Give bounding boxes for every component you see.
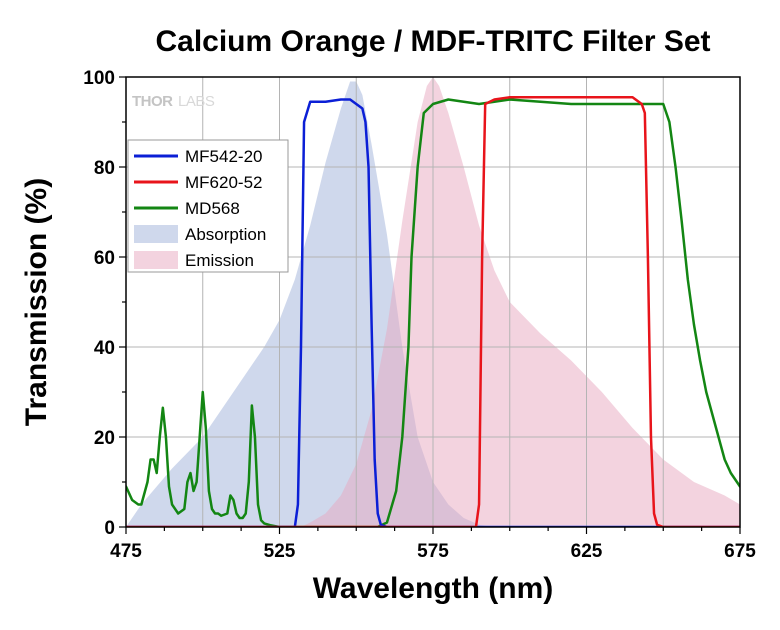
y-tick-label: 0 bbox=[104, 518, 115, 539]
legend-label: MF542-20 bbox=[185, 147, 262, 166]
legend-swatch bbox=[134, 251, 178, 269]
legend-frame bbox=[127, 139, 289, 273]
x-tick-label: 475 bbox=[110, 541, 142, 562]
watermark-thor: THOR bbox=[132, 93, 173, 110]
y-tick-label: 20 bbox=[94, 428, 115, 449]
area-emission bbox=[300, 77, 740, 527]
y-tick-label: 40 bbox=[94, 338, 115, 359]
legend-label: Absorption bbox=[185, 225, 266, 244]
watermark-labs: LABS bbox=[178, 93, 215, 110]
chart-title: Calcium Orange / MDF-TRITC Filter Set bbox=[155, 25, 710, 58]
x-tick-label: 575 bbox=[417, 541, 449, 562]
line-md568 bbox=[126, 98, 740, 527]
line-mf620-52 bbox=[126, 96, 740, 527]
x-axis-label: Wavelength (nm) bbox=[313, 572, 554, 605]
y-tick-label: 60 bbox=[94, 248, 115, 269]
y-axis-label: Transmission (%) bbox=[20, 178, 53, 426]
y-tick-label: 100 bbox=[83, 68, 115, 89]
line-mf542-20 bbox=[126, 98, 740, 527]
x-tick-label: 525 bbox=[264, 541, 296, 562]
x-tick-label: 675 bbox=[724, 541, 756, 562]
x-tick-label: 625 bbox=[571, 541, 603, 562]
legend-label: MF620-52 bbox=[185, 173, 262, 192]
legend-label: Emission bbox=[185, 251, 254, 270]
y-tick-label: 80 bbox=[94, 158, 115, 179]
legend-swatch bbox=[134, 225, 178, 243]
legend-label: MD568 bbox=[185, 199, 240, 218]
legend: MF542-20 MF620-52 MD568 Absorption Emission bbox=[127, 139, 289, 273]
